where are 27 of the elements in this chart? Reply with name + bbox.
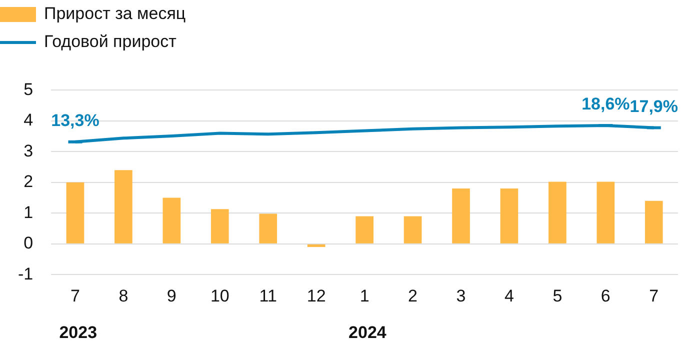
legend-label: Прирост за месяц	[44, 4, 186, 23]
data-label: 17,9%	[630, 96, 678, 116]
x-tick-label: 7	[70, 286, 80, 306]
x-tick-label: 5	[552, 286, 562, 306]
data-label: 18,6%	[582, 94, 630, 114]
x-tick-label: 1	[360, 286, 370, 306]
x-tick-label: 11	[259, 286, 277, 306]
x-tick-label: 3	[456, 286, 466, 306]
y-tick-label: -1	[18, 264, 34, 284]
y-tick-label: 0	[24, 234, 34, 253]
x-tick-label: 2	[408, 286, 418, 306]
y-tick-label: 5	[24, 80, 34, 99]
y-tick-label: 2	[24, 172, 34, 192]
data-label: 13,3%	[51, 111, 100, 130]
x-tick-label: 9	[166, 286, 176, 306]
x-tick-label: 7	[649, 286, 659, 306]
y-tick-label: 3	[24, 141, 34, 160]
y-tick-label: 1	[24, 202, 34, 222]
x-tick-label: 6	[600, 286, 610, 306]
x-tick-label: 12	[306, 286, 326, 306]
x-tick-label: 4	[504, 286, 514, 306]
y-tick-label: 4	[24, 110, 34, 130]
text: 2023	[59, 323, 98, 342]
x-tick-label: 8	[118, 286, 128, 306]
legend-label: Годовой прирост	[44, 32, 176, 51]
x-tick-label: 10	[210, 286, 230, 306]
text: 2024	[348, 323, 387, 342]
